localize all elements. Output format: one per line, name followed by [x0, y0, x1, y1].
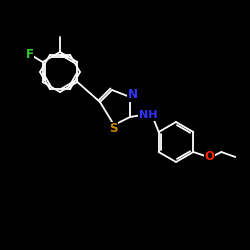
- Text: NH: NH: [139, 110, 157, 120]
- Text: O: O: [204, 150, 214, 164]
- Text: S: S: [109, 122, 117, 136]
- Text: N: N: [128, 88, 138, 102]
- Text: F: F: [26, 48, 34, 60]
